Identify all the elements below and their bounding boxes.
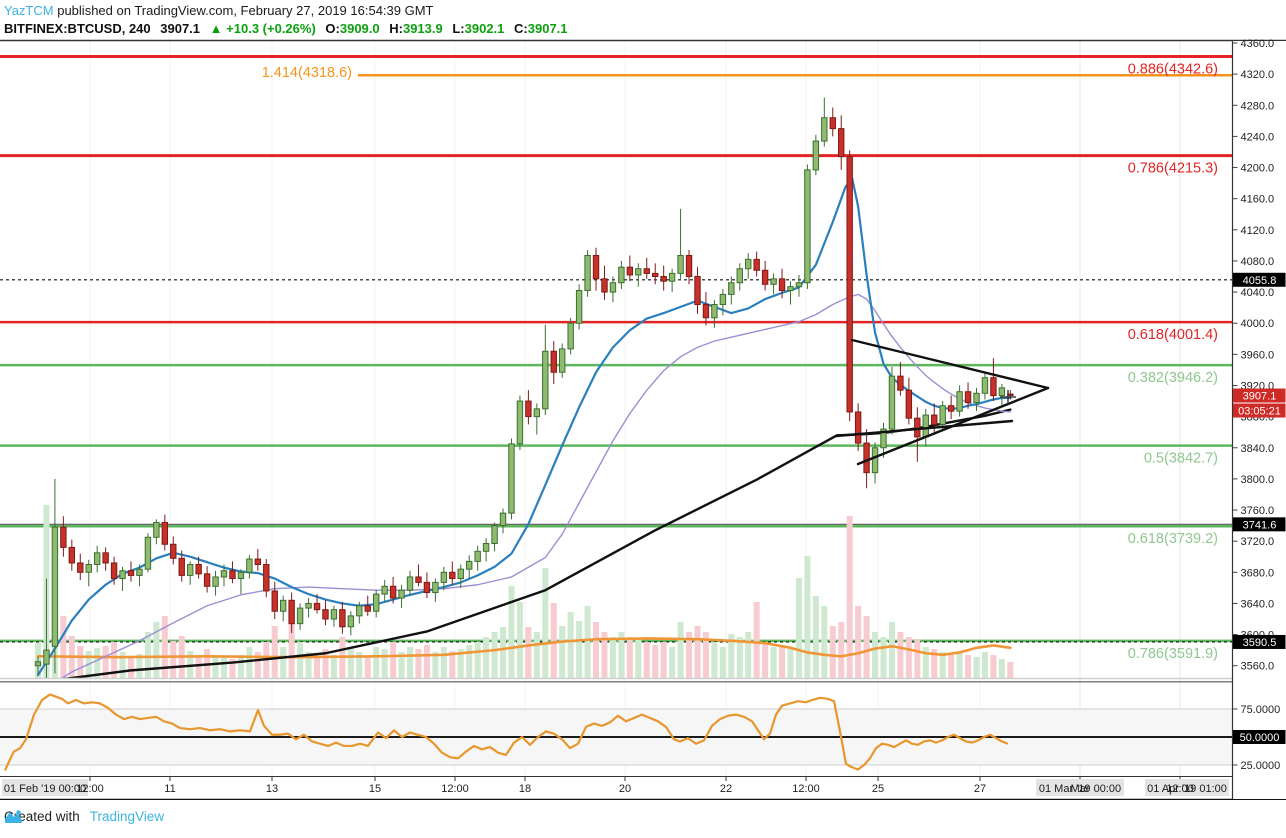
svg-text:0.5(3842.7): 0.5(3842.7)	[1144, 451, 1218, 467]
svg-text:4200.0: 4200.0	[1241, 163, 1275, 175]
svg-text:3741.6: 3741.6	[1243, 519, 1277, 531]
svg-text:0.618(4001.4): 0.618(4001.4)	[1128, 327, 1218, 343]
svg-text:75.0000: 75.0000	[1241, 704, 1281, 716]
open-label: O:	[325, 21, 340, 36]
svg-text:0.786(3591.9): 0.786(3591.9)	[1128, 646, 1218, 662]
level-badge-4055: 4055.8	[1233, 272, 1286, 287]
price-axis[interactable]: 4360.0 4320.0 4280.0 4240.0 4200.0 4160.0 4120…	[1231, 38, 1286, 799]
high-value: 3913.9	[402, 21, 443, 36]
svg-text:22: 22	[720, 783, 732, 795]
svg-text:4080.0: 4080.0	[1241, 256, 1275, 268]
mid-ma-line	[60, 293, 1012, 678]
chart-footer: Created with TradingView	[0, 800, 1286, 838]
svg-text:4000.0: 4000.0	[1241, 318, 1275, 330]
svg-text:01 Mar '19 00:00: 01 Mar '19 00:00	[1039, 783, 1121, 795]
svg-text:27: 27	[974, 783, 986, 795]
rsi-line	[3, 693, 1009, 772]
svg-text:4160.0: 4160.0	[1241, 194, 1275, 206]
triangle-trendlines[interactable]	[834, 338, 1050, 466]
chart-header: YazTCM published on TradingView.com, Feb…	[0, 0, 1286, 38]
svg-text:3560.0: 3560.0	[1241, 661, 1275, 673]
close-label: C:	[514, 21, 528, 36]
symbol-name[interactable]: BITFINEX:BTCUSD, 240	[4, 21, 151, 36]
publish-text: published on TradingView.com, February 2…	[53, 3, 434, 18]
svg-text:4040.0: 4040.0	[1241, 287, 1275, 299]
crosshair-marker	[1000, 390, 1016, 404]
svg-text:1.414(4318.6): 1.414(4318.6)	[262, 65, 352, 81]
fib-labels: 0.886(4342.6) 1.414(4318.6) 0.786(4215.3) 0…	[262, 62, 1218, 662]
svg-text:12:00: 12:00	[441, 783, 469, 795]
svg-text:3800.0: 3800.0	[1241, 474, 1275, 486]
open-value: 3909.0	[339, 21, 380, 36]
svg-text:12:00: 12:00	[1166, 783, 1194, 795]
svg-text:20: 20	[619, 783, 631, 795]
svg-text:18: 18	[519, 783, 531, 795]
created-with-text: Created with	[4, 809, 80, 824]
svg-text:01 Apr '19 01:00: 01 Apr '19 01:00	[1147, 783, 1227, 795]
svg-text:01 Feb '19 00:00: 01 Feb '19 00:00	[4, 783, 86, 795]
svg-text:25.0000: 25.0000	[1241, 760, 1281, 772]
rsi-50-badge: 50.0000	[1233, 730, 1286, 744]
svg-text:4240.0: 4240.0	[1241, 131, 1275, 143]
svg-text:03:05:21: 03:05:21	[1238, 406, 1281, 418]
svg-text:25: 25	[872, 783, 884, 795]
svg-text:50.0000: 50.0000	[1240, 732, 1280, 744]
svg-text:0.886(4342.6): 0.886(4342.6)	[1128, 62, 1218, 78]
svg-text:3590.5: 3590.5	[1243, 637, 1277, 649]
svg-text:3907.1: 3907.1	[1243, 391, 1277, 403]
svg-text:15: 15	[369, 783, 381, 795]
price-change: +10.3 (+0.26%)	[226, 21, 316, 36]
last-price: 3907.1	[160, 21, 201, 36]
rsi-pane[interactable]	[0, 693, 1232, 772]
svg-text:4320.0: 4320.0	[1241, 69, 1275, 81]
svg-text:3960.0: 3960.0	[1241, 349, 1275, 361]
level-badge-3741: 3741.6	[1233, 517, 1286, 532]
close-value: 3907.1	[527, 21, 568, 36]
svg-text:0.786(4215.3): 0.786(4215.3)	[1128, 161, 1218, 177]
up-arrow-icon: ▲	[209, 21, 223, 36]
level-badge-3590: 3590.5	[1233, 634, 1286, 649]
low-value: 3902.1	[464, 21, 505, 36]
publish-info: YazTCM published on TradingView.com, Feb…	[4, 3, 434, 18]
svg-text:3720.0: 3720.0	[1241, 536, 1275, 548]
svg-text:4280.0: 4280.0	[1241, 100, 1275, 112]
last-price-badge: 3907.1	[1233, 388, 1286, 403]
svg-text:0.618(3739.2): 0.618(3739.2)	[1128, 531, 1218, 547]
svg-text:4360.0: 4360.0	[1241, 38, 1275, 50]
candlesticks	[34, 97, 1014, 678]
svg-text:3760.0: 3760.0	[1241, 505, 1275, 517]
svg-text:4120.0: 4120.0	[1241, 225, 1275, 237]
svg-text:3840.0: 3840.0	[1241, 443, 1275, 455]
svg-text:4055.8: 4055.8	[1243, 275, 1277, 287]
tradingview-brand-link[interactable]: TradingView	[89, 809, 165, 824]
volume-ma-line	[36, 637, 1012, 659]
svg-text:11: 11	[164, 783, 175, 795]
svg-text:Mar: Mar	[1071, 783, 1090, 795]
svg-text:3680.0: 3680.0	[1241, 567, 1275, 579]
low-label: L:	[452, 21, 465, 36]
fast-ma-line	[36, 177, 1012, 677]
high-label: H:	[389, 21, 403, 36]
svg-text:13: 13	[266, 783, 278, 795]
svg-text:0.382(3946.2): 0.382(3946.2)	[1128, 370, 1218, 386]
fib-retracement-lines[interactable]	[0, 55, 1232, 643]
volume-bars	[35, 505, 1014, 678]
svg-text:12:00: 12:00	[76, 783, 104, 795]
svg-text:12:00: 12:00	[792, 783, 820, 795]
svg-text:3640.0: 3640.0	[1241, 598, 1275, 610]
grid-lines	[89, 41, 1181, 776]
author-link[interactable]: YazTCM	[4, 3, 54, 18]
symbol-info-bar: BITFINEX:BTCUSD, 240 3907.1 ▲ +10.3 (+0.…	[4, 21, 568, 36]
countdown-badge: 03:05:21	[1233, 403, 1286, 418]
time-axis[interactable]: 12:00 11 13 15 12:00 18 20 22 12:00 25 27 Mar 12:000…	[2, 777, 1229, 796]
